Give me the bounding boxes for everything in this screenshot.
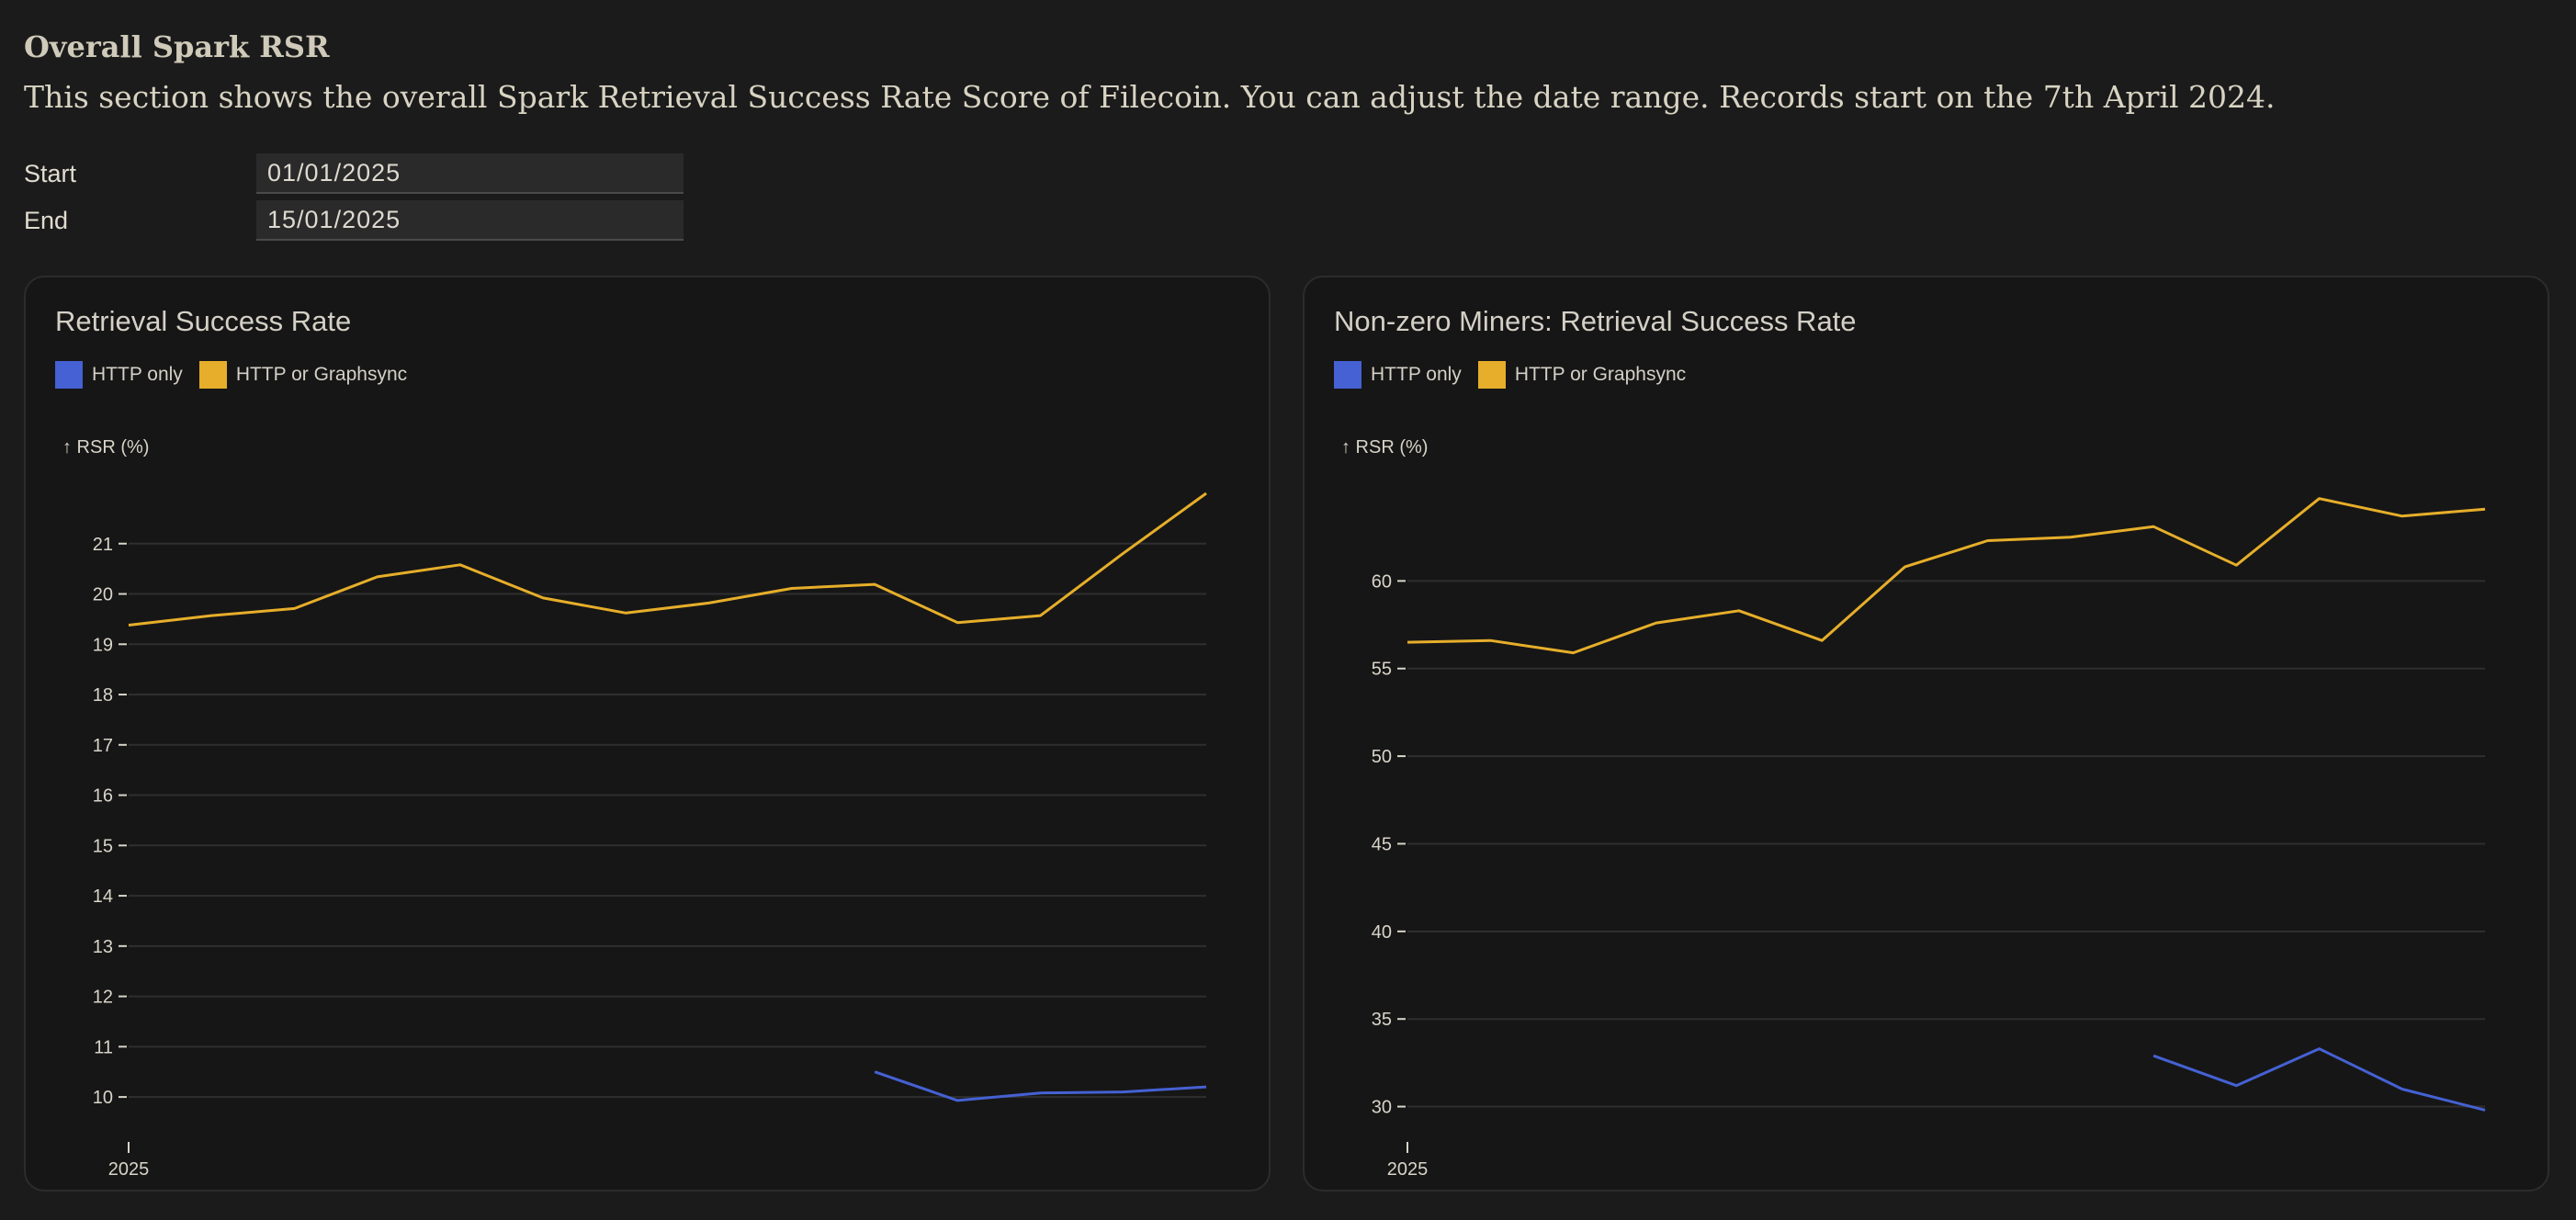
y-tick-label: 35 xyxy=(1372,1010,1392,1030)
y-tick-label: 16 xyxy=(93,786,113,807)
legend-label-http-only: HTTP only xyxy=(1371,364,1462,385)
series-line-http-only xyxy=(2152,1047,2486,1112)
y-tick-label: 21 xyxy=(93,535,113,555)
y-tick-label: 50 xyxy=(1372,747,1392,767)
legend-label-http-or-graphsync: HTTP or Graphsync xyxy=(1514,364,1687,385)
section-title: Overall Spark RSR xyxy=(24,29,330,64)
y-tick-label: 10 xyxy=(93,1088,113,1108)
legend-swatch-http-only xyxy=(1334,361,1361,389)
legend-item-http-or-graphsync[interactable]: HTTP or Graphsync xyxy=(1477,361,1687,389)
start-label: Start xyxy=(24,160,77,187)
y-tick-label: 11 xyxy=(94,1037,113,1057)
y-tick-label: 14 xyxy=(93,887,113,907)
series-line-http-only xyxy=(874,1070,1207,1102)
y-tick-label: 19 xyxy=(93,635,113,655)
chart-card-nonzero-miners: Non-zero Miners: Retrieval Success Rate … xyxy=(1303,276,2549,1192)
y-axis-label: ↑ RSR (%) xyxy=(1341,437,1428,458)
y-tick-label: 18 xyxy=(93,685,113,706)
y-tick-label: 15 xyxy=(93,836,113,856)
y-tick-label: 17 xyxy=(93,736,113,756)
legend-item-http-only[interactable]: HTTP only xyxy=(1334,361,1462,389)
start-date-input[interactable] xyxy=(256,153,684,194)
y-tick-label: 45 xyxy=(1372,834,1392,854)
y-axis-label: ↑ RSR (%) xyxy=(62,437,149,458)
legend-swatch-http-or-graphsync xyxy=(1477,361,1506,389)
chart-title: Retrieval Success Rate xyxy=(55,305,352,337)
y-tick-label: 20 xyxy=(93,585,113,605)
chart-title: Non-zero Miners: Retrieval Success Rate xyxy=(1334,305,1857,337)
legend-swatch-http-or-graphsync xyxy=(198,361,227,389)
y-tick-label: 30 xyxy=(1372,1098,1392,1118)
line-chart-nonzero-miners: ↑ RSR (%) 30 35 40 45 50 55 60 2025 xyxy=(1341,437,2486,1180)
legend-item-http-only[interactable]: HTTP only xyxy=(55,361,183,389)
end-date-input[interactable] xyxy=(256,200,684,241)
end-label: End xyxy=(24,207,69,234)
y-tick-label: 13 xyxy=(93,937,113,957)
chart-card-rsr: Retrieval Success Rate HTTP only HTTP or… xyxy=(24,276,1271,1192)
chart-legend: HTTP only HTTP or Graphsync xyxy=(55,361,424,389)
series-line-http-or-graphsync xyxy=(1407,497,2486,655)
legend-swatch-http-only xyxy=(55,361,83,389)
section-description: This section shows the overall Spark Ret… xyxy=(24,79,2276,115)
line-chart-rsr: ↑ RSR (%) 10 11 12 13 14 15 16 17 18 19 20 21 2025 xyxy=(62,437,1207,1180)
legend-label-http-or-graphsync: HTTP or Graphsync xyxy=(235,364,408,385)
y-tick-label: 60 xyxy=(1372,571,1392,592)
legend-item-http-or-graphsync[interactable]: HTTP or Graphsync xyxy=(198,361,408,389)
legend-label-http-only: HTTP only xyxy=(92,364,183,385)
chart-legend: HTTP only HTTP or Graphsync xyxy=(1334,361,1702,389)
y-tick-label: 40 xyxy=(1372,922,1392,943)
x-tick-label: 2025 xyxy=(1387,1159,1429,1180)
x-tick-label: 2025 xyxy=(108,1159,150,1180)
y-tick-label: 55 xyxy=(1372,660,1392,680)
y-tick-label: 12 xyxy=(93,988,113,1008)
series-line-http-or-graphsync xyxy=(128,491,1207,627)
